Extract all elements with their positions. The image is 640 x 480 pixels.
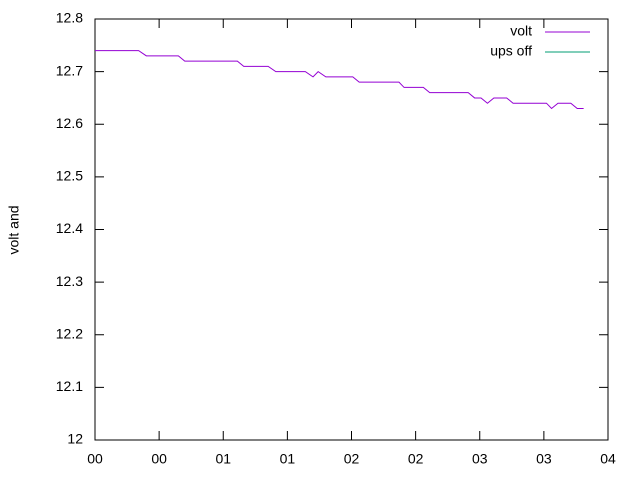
y-tick-label: 12.1 [56, 378, 83, 394]
x-tick-label: 01 [215, 451, 231, 467]
y-tick-label: 12.4 [56, 220, 83, 236]
y-axis-label: volt and [6, 205, 22, 254]
y-tick-label: 12.6 [56, 115, 83, 131]
series-line [95, 50, 584, 110]
y-tick-label: 12.7 [56, 62, 83, 78]
y-tick-label: 12 [67, 431, 83, 447]
y-tick-label: 12.2 [56, 325, 83, 341]
x-tick-label: 04 [600, 451, 616, 467]
x-tick-label: 02 [408, 451, 424, 467]
x-tick-label: 00 [87, 451, 103, 467]
x-tick-label: 01 [280, 451, 296, 467]
legend-label: volt [510, 23, 532, 39]
y-tick-label: 12.3 [56, 273, 83, 289]
x-tick-label: 00 [151, 451, 167, 467]
y-tick-label: 12.8 [56, 10, 83, 26]
x-tick-label: 03 [472, 451, 488, 467]
x-tick-label: 03 [536, 451, 552, 467]
legend-label: ups off [490, 43, 532, 59]
x-tick-label: 02 [344, 451, 360, 467]
y-tick-label: 12.5 [56, 168, 83, 184]
plot-border [94, 18, 609, 441]
